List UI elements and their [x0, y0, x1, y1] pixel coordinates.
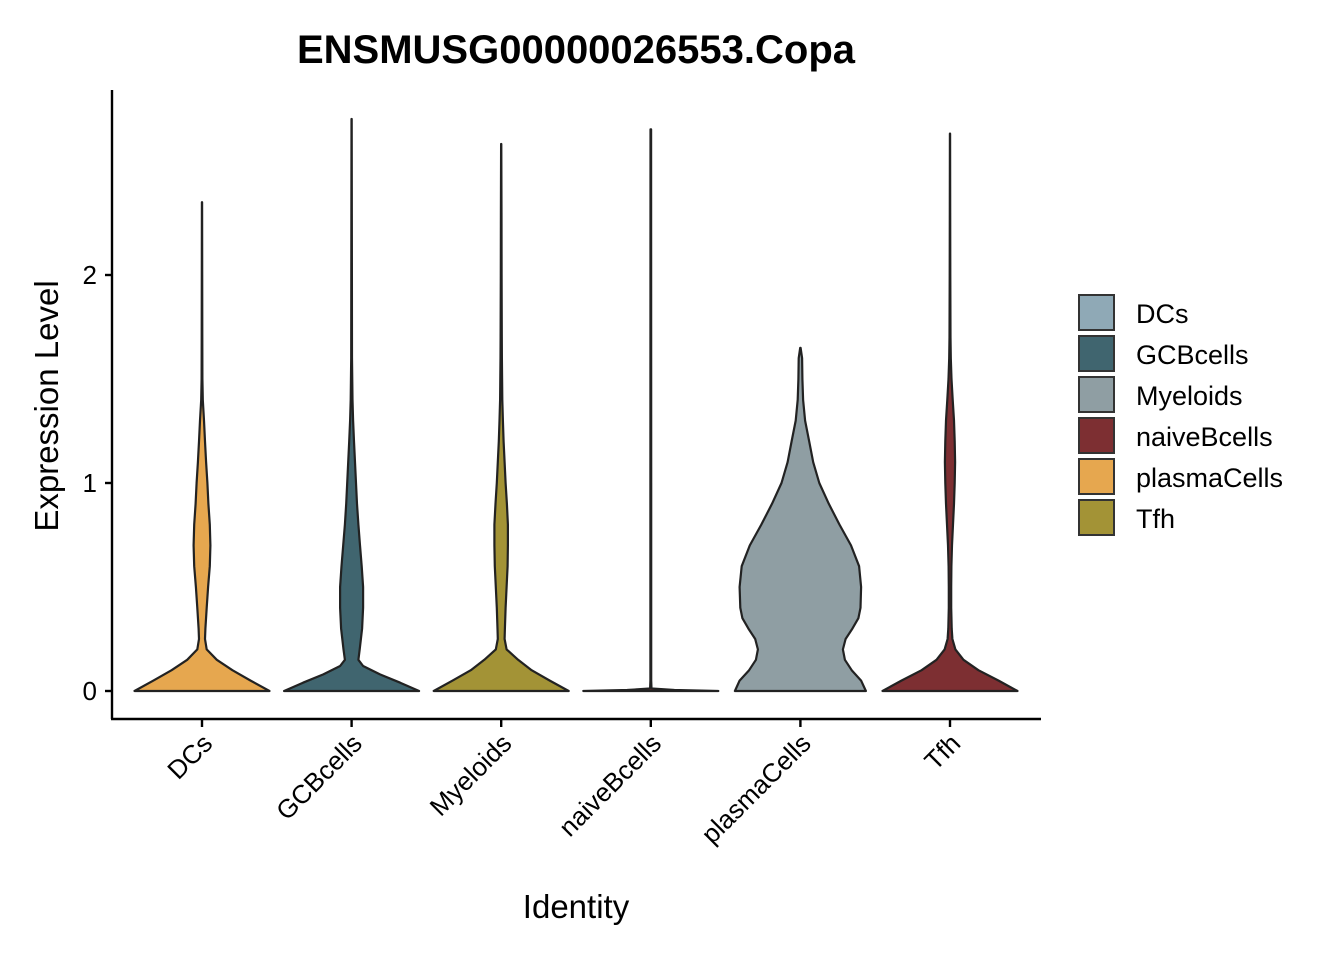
- legend-swatch-GCBcells: [1078, 335, 1115, 372]
- y-axis-ticks: 0 1 2: [83, 260, 112, 706]
- y-tick-label: 2: [83, 260, 97, 290]
- violin-naiveBcells: [582, 128, 720, 693]
- x-tick-label-Myeloids: Myeloids: [424, 728, 518, 822]
- y-tick-label: 1: [83, 468, 97, 498]
- legend-label-plasmaCells: plasmaCells: [1136, 463, 1283, 493]
- legend-swatch-DCs: [1078, 294, 1115, 331]
- legend-label-DCs: DCs: [1136, 299, 1189, 329]
- legend-label-Myeloids: Myeloids: [1136, 381, 1243, 411]
- legend-label-GCBcells: GCBcells: [1136, 340, 1249, 370]
- violin-DCs: [133, 201, 271, 693]
- legend-swatch-plasmaCells: [1078, 458, 1115, 495]
- violin-Myeloids: [432, 142, 570, 693]
- x-tick-label-GCBcells: GCBcells: [270, 728, 368, 826]
- x-tick-label-naiveBcells: naiveBcells: [553, 728, 667, 842]
- y-tick-label: 0: [83, 676, 97, 706]
- x-tick-label-plasmaCells: plasmaCells: [695, 728, 816, 849]
- y-axis-title: Expression Level: [28, 280, 65, 531]
- legend: DCs GCBcells Myeloids naiveBcells plasmaCell…: [1078, 294, 1283, 536]
- legend-label-naiveBcells: naiveBcells: [1136, 422, 1273, 452]
- legend-swatch-Tfh: [1078, 499, 1115, 536]
- x-axis-title: Identity: [523, 888, 630, 925]
- violin-GCBcells: [283, 117, 421, 693]
- x-axis-ticks: DCs GCBcells Myeloids naiveBcells plasmaCell…: [161, 719, 966, 849]
- violins-layer: [133, 117, 1019, 693]
- violin-plasmaCells: [733, 346, 867, 693]
- legend-swatch-Myeloids: [1078, 376, 1115, 413]
- x-tick-label-Tfh: Tfh: [918, 728, 966, 776]
- violin-Tfh: [881, 132, 1019, 693]
- legend-swatch-naiveBcells: [1078, 417, 1115, 454]
- x-tick-label-DCs: DCs: [161, 728, 218, 785]
- legend-label-Tfh: Tfh: [1136, 504, 1175, 534]
- chart-title: ENSMUSG00000026553.Copa: [297, 28, 856, 72]
